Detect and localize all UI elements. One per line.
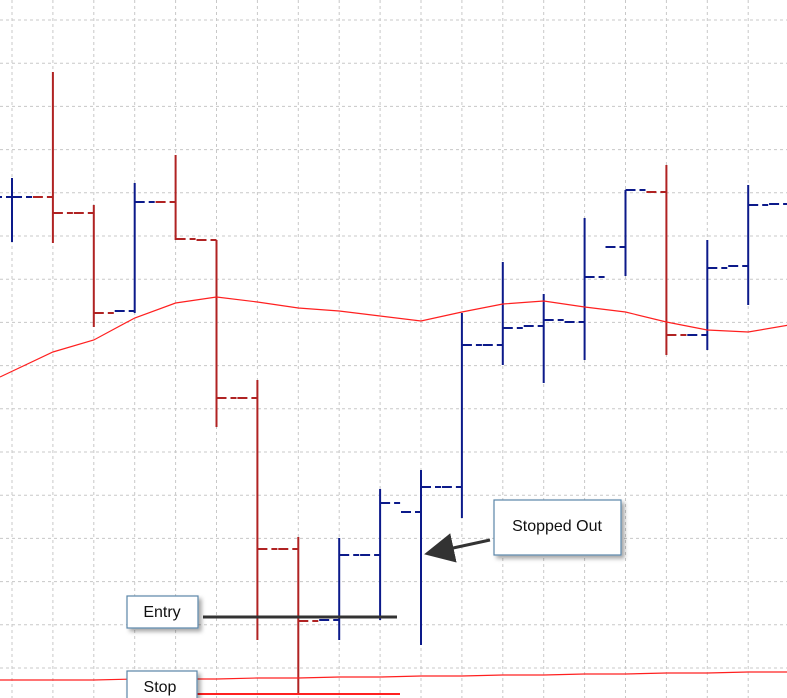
moving-average <box>0 671 787 681</box>
ohlc-bar <box>360 489 401 620</box>
stop-box <box>126 670 198 698</box>
ohlc-bar <box>32 72 73 243</box>
ohlc-bar <box>73 205 114 327</box>
ohlc-bar <box>155 155 196 240</box>
ohlc-bar <box>114 183 155 313</box>
callout-arrow <box>424 533 491 563</box>
ohlc-bar <box>687 240 728 350</box>
entry-label: Entry <box>143 604 180 621</box>
ohlc-bar <box>0 178 32 242</box>
ohlc-bar <box>769 203 787 205</box>
annotations: Entry Stop Stopped Out <box>126 499 622 698</box>
ohlc-bar <box>564 218 605 360</box>
entry-box <box>126 595 199 629</box>
stopped-out-box <box>493 499 622 556</box>
ohlc-bar <box>237 380 278 640</box>
stop-label: Stop <box>144 679 177 696</box>
ohlc-bar <box>196 239 237 427</box>
ohlc-bar <box>482 262 523 365</box>
marks <box>0 72 787 695</box>
ohlc-bar <box>401 470 441 645</box>
ohlc-bar <box>319 538 360 640</box>
moving-average <box>0 296 787 378</box>
ohlc-bar <box>728 185 769 305</box>
ohlc-bar <box>441 313 482 518</box>
stopped-out-label: Stopped Out <box>512 518 602 535</box>
ohlc-bar <box>646 165 687 355</box>
ohlc-bar <box>605 189 646 276</box>
ohlc-bar <box>523 294 564 383</box>
